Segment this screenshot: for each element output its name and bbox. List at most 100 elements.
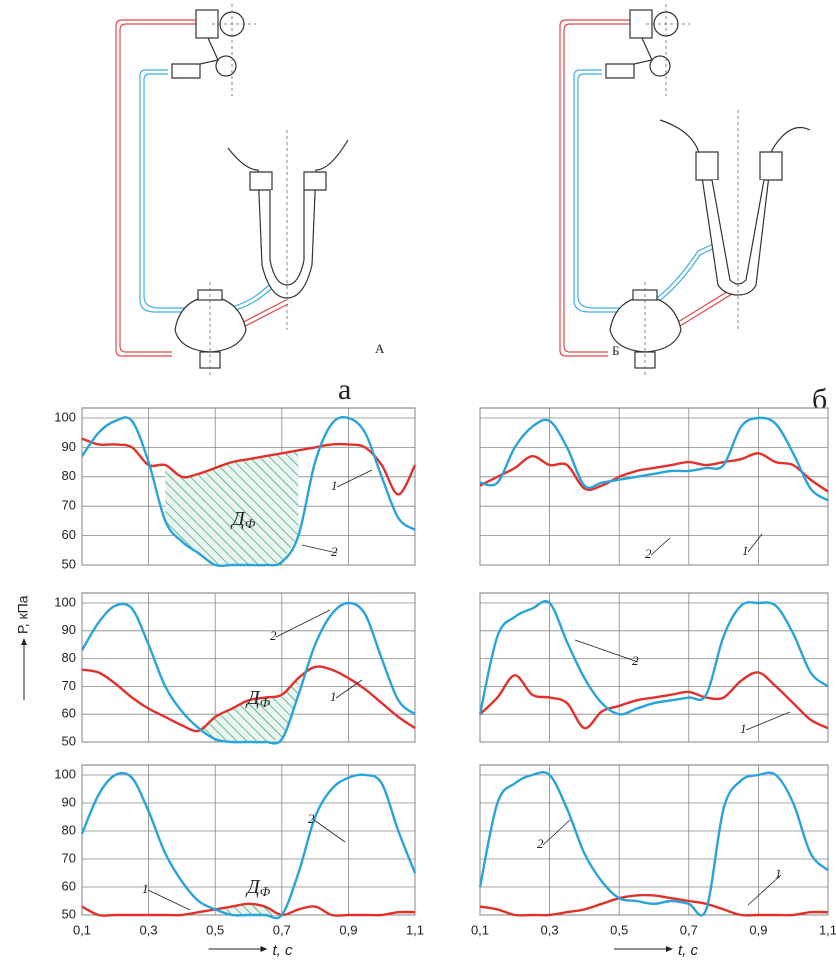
diagram-label: А <box>375 341 385 356</box>
y-axis-label-group: Р, кПа <box>15 595 31 700</box>
y-tick-label: 90 <box>62 439 76 454</box>
annotation: 1 <box>331 478 338 493</box>
annotation-text: 1 <box>330 689 337 704</box>
x-tick-label: 0,1 <box>471 922 489 937</box>
y-tick-label: 60 <box>62 527 76 542</box>
series-line <box>479 893 829 917</box>
y-tick-label: 70 <box>62 678 76 693</box>
series-line <box>479 452 829 493</box>
leader-line <box>542 819 571 846</box>
annotation-text: Д <box>245 687 261 709</box>
x-tick-label: 0,1 <box>73 922 91 937</box>
y-tick-label: 50 <box>62 733 76 748</box>
annotation-subscript: Ф <box>260 695 271 710</box>
annotation-subscript: Ф <box>245 516 256 531</box>
axis-arrow <box>21 638 27 645</box>
y-tick-label: 60 <box>62 706 76 721</box>
leader-line <box>275 609 331 638</box>
leader-line <box>147 889 191 911</box>
leader-line <box>650 537 671 556</box>
leader-line <box>313 819 346 843</box>
annotation: 1 <box>740 721 747 736</box>
annotation: ДФ <box>245 876 271 899</box>
annotation: 2 <box>537 836 544 851</box>
annotation: 1 <box>142 881 149 896</box>
leader-line <box>336 469 373 488</box>
series-line <box>81 665 416 733</box>
annotation-text: 2 <box>308 811 315 826</box>
annotation: 1 <box>330 689 337 704</box>
series-line <box>81 902 416 917</box>
plot-frame <box>479 764 829 916</box>
axis-arrow <box>260 946 268 952</box>
axis-arrow <box>666 946 673 952</box>
y-tick-label: 50 <box>62 556 76 571</box>
leader-line <box>745 711 791 731</box>
y-tick-label: 100 <box>54 409 76 424</box>
annotation: 2 <box>645 546 652 561</box>
series-line <box>81 437 417 496</box>
series-line <box>478 770 829 917</box>
annotation: ДФ <box>230 508 256 531</box>
y-tick-label: 60 <box>62 878 76 893</box>
annotation-subscript: Ф <box>260 884 271 899</box>
y-tick-label: 50 <box>62 906 76 921</box>
series-line <box>478 600 829 716</box>
y-tick-label: 100 <box>54 766 76 781</box>
x-tick-label: 0,5 <box>206 922 224 937</box>
annotation: 1 <box>742 543 749 558</box>
leader-line <box>574 639 639 663</box>
x-tick-label: 0,9 <box>339 922 357 937</box>
series-line <box>479 416 829 502</box>
x-axis-label: t, с <box>678 942 699 959</box>
y-tick-label: 100 <box>54 594 76 609</box>
series-line <box>81 416 416 568</box>
y-axis-label: Р, кПа <box>15 595 31 634</box>
diagram-b <box>559 4 811 376</box>
annotation-text: 2 <box>645 546 652 561</box>
y-tick-label: 90 <box>62 794 76 809</box>
annotation: ДФ <box>245 687 271 710</box>
series-line <box>80 601 416 745</box>
annotation: 2 <box>632 653 639 668</box>
y-tick-label: 70 <box>62 498 76 513</box>
annotation: 2 <box>331 544 338 559</box>
x-tick-label: 0,9 <box>749 922 767 937</box>
plot-frame <box>81 764 416 916</box>
x-tick-label: 0,7 <box>273 922 291 937</box>
annotation-text: Д <box>230 508 246 530</box>
x-tick-label: 1,1 <box>406 922 424 937</box>
y-tick-label: 80 <box>62 468 76 483</box>
x-tick-label: 1,1 <box>819 922 836 937</box>
x-tick-label: 0,3 <box>140 922 158 937</box>
leader-line <box>747 533 763 553</box>
shaded-area <box>165 450 299 565</box>
annotation-text: 1 <box>142 881 149 896</box>
diagram-label: Б <box>612 343 619 358</box>
annotation-text: 2 <box>270 628 277 643</box>
series-line <box>479 671 829 730</box>
annotation-text: Д <box>245 876 261 898</box>
annotation-text: 1 <box>331 478 338 493</box>
annotation-text: 1 <box>740 721 747 736</box>
x-tick-label: 0,3 <box>541 922 559 937</box>
shaded-area <box>198 678 299 742</box>
diagram-a <box>115 4 349 376</box>
annotation-text: 2 <box>537 836 544 851</box>
x-tick-label: 0,5 <box>610 922 628 937</box>
annotation-text: 1 <box>742 543 749 558</box>
series-line <box>80 771 417 920</box>
annotation-text: 2 <box>632 653 639 668</box>
y-tick-label: 90 <box>62 622 76 637</box>
y-tick-label: 80 <box>62 822 76 837</box>
annotation: 1 <box>775 866 782 881</box>
y-tick-label: 70 <box>62 850 76 865</box>
panel-label: а <box>338 373 351 406</box>
y-tick-label: 80 <box>62 650 76 665</box>
leader-line <box>301 544 338 554</box>
x-tick-label: 0,7 <box>680 922 698 937</box>
x-axis-label: t, с <box>273 942 294 959</box>
leader-line <box>747 874 782 906</box>
